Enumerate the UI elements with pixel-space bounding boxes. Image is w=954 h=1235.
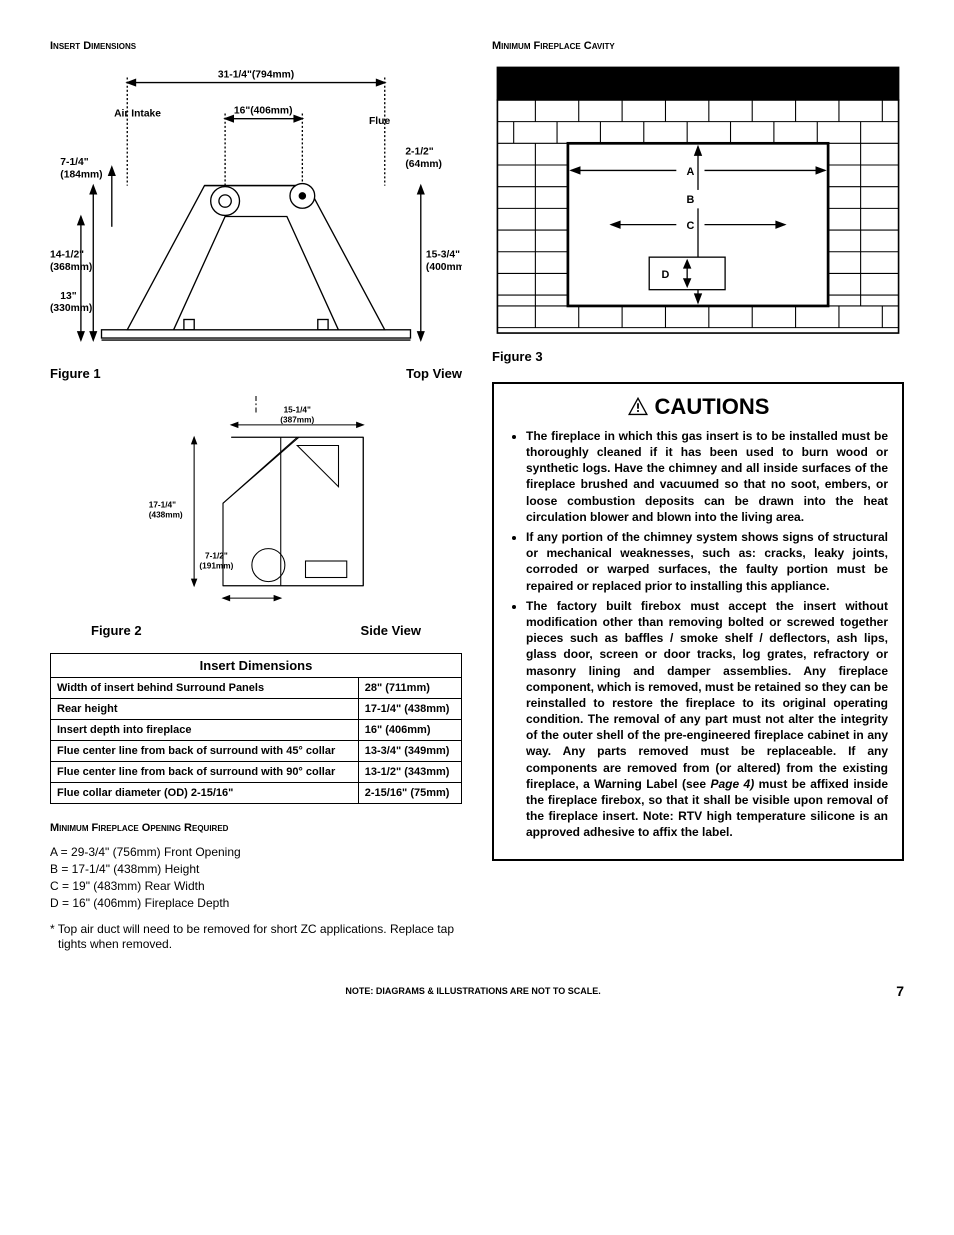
opening-list: A = 29-3/4" (756mm) Front OpeningB = 17-… xyxy=(50,844,462,911)
fig3-b: B xyxy=(686,194,694,206)
figure-3-container: A B C D Figure 3 xyxy=(492,62,904,364)
cautions-box: CAUTIONS The fireplace in which this gas… xyxy=(492,382,904,861)
figure-2-label: Figure 2 xyxy=(91,623,142,638)
table-row: Flue collar diameter (OD) 2-15/16"2-15/1… xyxy=(51,783,462,804)
table-row: Rear height17-1/4" (438mm) xyxy=(51,699,462,720)
figure-2-view: Side View xyxy=(361,623,421,638)
fig1-15-3-4: 15-3/4"(400mm) xyxy=(426,250,462,273)
footer-note: NOTE: DIAGRAMS & ILLUSTRATIONS ARE NOT T… xyxy=(345,986,600,996)
caution-item: The factory built firebox must accept th… xyxy=(526,598,888,841)
figure-2-svg: 15-1/4"(387mm) 17-1/4"(438mm) 7-1/2"(191… xyxy=(91,396,421,619)
fig2-height: 17-1/4"(438mm) xyxy=(149,500,183,519)
table-value: 2-15/16" (75mm) xyxy=(358,783,461,804)
fig1-air-intake: Air Intake xyxy=(114,109,161,120)
figure-1-container: 31-1/4"(794mm) Air Intake 16"(406mm) Flu… xyxy=(50,62,462,381)
footer: NOTE: DIAGRAMS & ILLUSTRATIONS ARE NOT T… xyxy=(50,983,904,999)
fig3-a: A xyxy=(686,166,694,178)
fig1-flue-dia: 2-1/2"(64mm) xyxy=(405,147,442,170)
fig1-13: 13"(330mm) xyxy=(50,291,92,314)
table-row: Insert depth into fireplace16" (406mm) xyxy=(51,720,462,741)
opening-footnote: * Top air duct will need to be removed f… xyxy=(50,922,462,953)
table-row: Flue center line from back of surround w… xyxy=(51,741,462,762)
min-cavity-heading: Minimum Fireplace Cavity xyxy=(492,40,904,52)
fig1-14-1-2: 14-1/2"(368mm) xyxy=(50,250,92,273)
table-label: Flue collar diameter (OD) 2-15/16" xyxy=(51,783,359,804)
left-column: Insert Dimensions xyxy=(50,40,462,953)
caution-item: The fireplace in which this gas insert i… xyxy=(526,428,888,525)
table-label: Flue center line from back of surround w… xyxy=(51,762,359,783)
opening-item: A = 29-3/4" (756mm) Front Opening xyxy=(50,844,462,861)
opening-item: B = 17-1/4" (438mm) Height xyxy=(50,861,462,878)
insert-dimensions-heading: Insert Dimensions xyxy=(50,40,462,52)
table-value: 17-1/4" (438mm) xyxy=(358,699,461,720)
figure-1-view: Top View xyxy=(406,366,462,381)
fig3-d: D xyxy=(662,269,670,281)
table-label: Rear height xyxy=(51,699,359,720)
table-value: 13-3/4" (349mm) xyxy=(358,741,461,762)
table-label: Width of insert behind Surround Panels xyxy=(51,678,359,699)
table-row: Width of insert behind Surround Panels28… xyxy=(51,678,462,699)
figure-1-svg: 31-1/4"(794mm) Air Intake 16"(406mm) Flu… xyxy=(50,62,462,361)
table-row: Flue center line from back of surround w… xyxy=(51,762,462,783)
fig1-overall-width: 31-1/4"(794mm) xyxy=(218,69,294,80)
figure-2-container: 15-1/4"(387mm) 17-1/4"(438mm) 7-1/2"(191… xyxy=(50,396,462,639)
insert-dimensions-table: Insert Dimensions Width of insert behind… xyxy=(50,653,462,804)
fig3-c: C xyxy=(686,220,694,232)
table-title: Insert Dimensions xyxy=(51,654,462,678)
opening-item: D = 16" (406mm) Fireplace Depth xyxy=(50,895,462,912)
page-number: 7 xyxy=(896,983,904,999)
table-label: Insert depth into fireplace xyxy=(51,720,359,741)
fig1-7-1-4: 7-1/4"(184mm) xyxy=(60,157,102,180)
right-column: Minimum Fireplace Cavity xyxy=(492,40,904,953)
table-label: Flue center line from back of surround w… xyxy=(51,741,359,762)
fig1-flue-span: 16"(406mm) xyxy=(234,105,293,116)
figure-3-svg: A B C D xyxy=(492,62,904,344)
table-value: 16" (406mm) xyxy=(358,720,461,741)
cautions-title-text: CAUTIONS xyxy=(655,394,770,419)
cautions-title: CAUTIONS xyxy=(508,394,888,420)
caution-item: If any portion of the chimney system sho… xyxy=(526,529,888,594)
fig2-top-depth: 15-1/4"(387mm) xyxy=(280,405,314,424)
cautions-list: The fireplace in which this gas insert i… xyxy=(508,428,888,841)
opening-item: C = 19" (483mm) Rear Width xyxy=(50,878,462,895)
warning-icon xyxy=(627,396,649,416)
fig1-flue: Flue xyxy=(369,116,390,127)
figure-1-label: Figure 1 xyxy=(50,366,101,381)
min-opening-heading: Minimum Fireplace Opening Required xyxy=(50,822,462,834)
table-value: 28" (711mm) xyxy=(358,678,461,699)
figure-3-label: Figure 3 xyxy=(492,349,543,364)
table-value: 13-1/2" (343mm) xyxy=(358,762,461,783)
